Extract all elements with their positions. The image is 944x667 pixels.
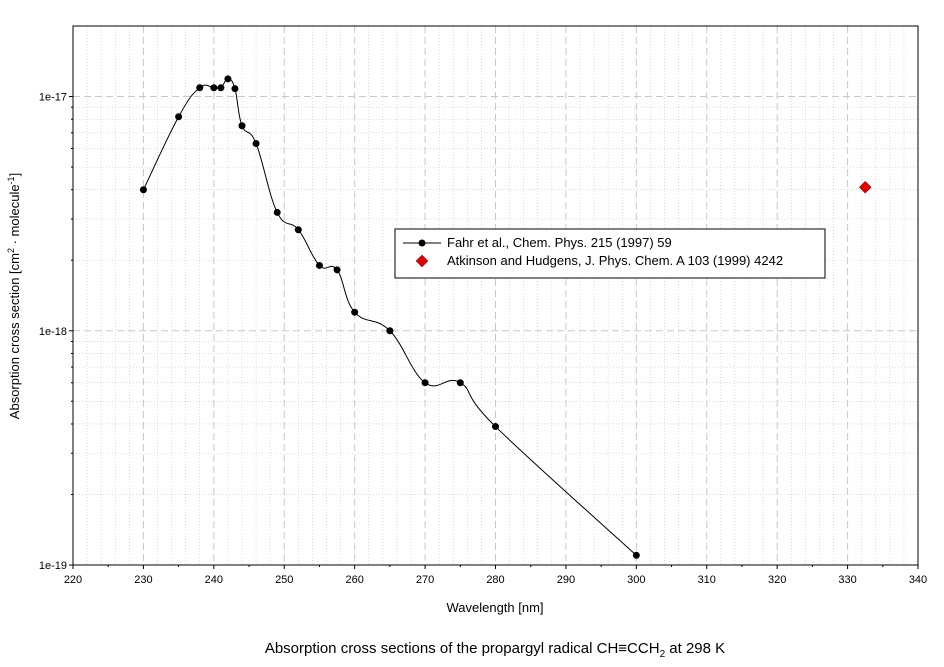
x-tick-label: 340	[909, 574, 927, 586]
x-tick-label: 300	[627, 574, 645, 586]
y-axis-label: Absorption cross section [cm2 · molecule…	[6, 173, 22, 419]
legend: Fahr et al., Chem. Phys. 215 (1997) 59 A…	[394, 228, 826, 279]
x-tick-label: 230	[134, 574, 152, 586]
data-point	[351, 308, 359, 316]
data-point	[294, 226, 302, 234]
axis-ticks	[69, 96, 919, 569]
grid	[73, 26, 918, 565]
chart-caption: Absorption cross sections of the proparg…	[265, 640, 725, 660]
data-point	[238, 122, 246, 130]
series	[139, 75, 872, 559]
x-tick-label: 290	[557, 574, 575, 586]
legend-marker-atkinson	[415, 254, 429, 268]
data-point	[217, 84, 225, 92]
y-tick-labels: 1e-19 1e-18 1e-17	[39, 92, 67, 572]
x-tick-label: 220	[64, 574, 82, 586]
x-axis-label: Wavelength [nm]	[446, 600, 543, 615]
data-point	[175, 113, 183, 121]
data-point	[492, 423, 499, 431]
legend-label-atkinson: Atkinson and Hudgens, J. Phys. Chem. A 1…	[447, 253, 783, 268]
data-point-diamond	[858, 180, 872, 194]
data-point	[139, 186, 147, 194]
data-point	[386, 327, 394, 335]
x-tick-label: 250	[275, 574, 293, 586]
x-tick-label: 330	[838, 574, 856, 586]
y-tick-label: 1e-18	[39, 326, 67, 338]
x-tick-label: 260	[345, 574, 363, 586]
y-tick-label: 1e-17	[39, 92, 67, 104]
data-point	[456, 379, 464, 387]
data-point	[273, 208, 281, 216]
data-point	[315, 261, 323, 269]
data-point	[196, 84, 204, 92]
y-tick-label: 1e-19	[39, 560, 67, 572]
x-tick-label: 320	[768, 574, 786, 586]
x-tick-labels: 220 230 240 250 260 270 280 290 300 310 320 330 340	[64, 574, 927, 586]
data-point	[231, 85, 239, 93]
data-point	[252, 140, 260, 148]
data-point	[210, 84, 218, 92]
data-point	[224, 75, 232, 83]
legend-marker-fahr	[418, 239, 426, 247]
data-point	[632, 551, 640, 559]
legend-label-fahr: Fahr et al., Chem. Phys. 215 (1997) 59	[447, 235, 672, 250]
x-tick-label: 270	[416, 574, 434, 586]
x-tick-label: 310	[698, 574, 716, 586]
x-tick-label: 280	[486, 574, 504, 586]
legend-box	[394, 228, 826, 279]
data-point	[333, 266, 341, 274]
data-point	[421, 379, 429, 387]
x-tick-label: 240	[205, 574, 223, 586]
